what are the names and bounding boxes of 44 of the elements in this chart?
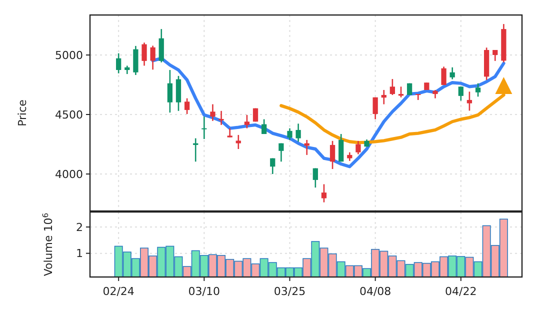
candlestick (262, 118, 267, 135)
x-tick-label: 02/24 (102, 285, 134, 298)
y-axis-title: Price (16, 99, 29, 126)
candlestick (278, 142, 284, 162)
candlestick (176, 75, 182, 112)
candlestick (390, 78, 395, 96)
y-tick-label: 1 (76, 247, 83, 260)
candlestick (202, 116, 207, 140)
candlestick (236, 134, 241, 150)
candlestick (338, 133, 344, 162)
candlestick (312, 168, 318, 188)
candlestick (116, 52, 122, 74)
candlestick (441, 66, 446, 86)
y-tick-label: 4500 (55, 108, 83, 122)
y-tick-label: 2 (76, 220, 83, 234)
y-tick-label: 4000 (55, 168, 83, 181)
y-tick-label: 5000 (55, 48, 83, 62)
candlestick (356, 140, 361, 155)
candlestick (133, 45, 138, 76)
candlestick (184, 98, 190, 115)
candlestick (372, 96, 378, 120)
candlestick (142, 42, 147, 66)
candlestick (330, 140, 336, 170)
x-tick-label: 04/22 (445, 285, 477, 298)
candlestick (218, 110, 224, 126)
candlestick (321, 184, 327, 203)
candlestick (296, 123, 301, 142)
candlestick (287, 128, 292, 141)
candlestick (210, 104, 216, 122)
candlestick (227, 128, 232, 138)
candlestick (244, 114, 250, 129)
candlestick (466, 90, 472, 112)
candlestick (167, 69, 172, 114)
candlestick (270, 158, 276, 175)
candlestick (450, 66, 455, 80)
candlestick (158, 28, 164, 64)
candlestick (416, 93, 421, 101)
candlestick (475, 82, 481, 98)
candlestick (150, 45, 156, 70)
x-tick-label: 03/25 (274, 285, 306, 298)
x-tick-label: 04/08 (359, 285, 392, 298)
x-tick-label: 03/10 (188, 285, 220, 298)
candlestick (381, 89, 386, 105)
candlestick (458, 86, 464, 102)
